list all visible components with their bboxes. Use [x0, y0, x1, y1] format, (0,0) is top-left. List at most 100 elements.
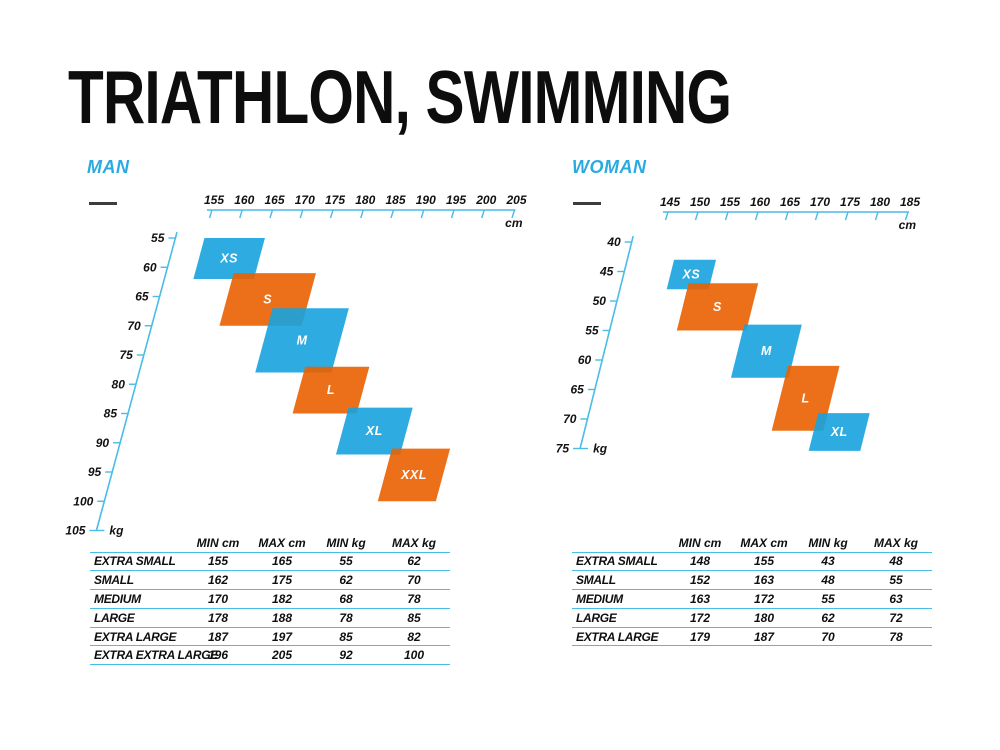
size-region-label: XS — [219, 251, 238, 265]
cm-axis-tick — [208, 209, 213, 219]
cm-tick-label: 160 — [750, 195, 770, 209]
kg-tick-label: 60 — [143, 260, 157, 274]
table-row: MEDIUM 163 172 55 63 — [572, 590, 932, 609]
kg-tick-label: 50 — [593, 294, 607, 308]
size-value-cell: 152 — [689, 573, 711, 588]
kg-tick-label: 100 — [73, 494, 93, 508]
size-region-label: S — [263, 292, 272, 306]
size-name-cell: EXTRA SMALL — [576, 554, 658, 569]
size-region-l — [292, 366, 370, 414]
cm-tick-label: 180 — [355, 193, 375, 207]
size-name-cell: EXTRA SMALL — [94, 554, 176, 569]
size-value-cell: 197 — [271, 629, 293, 644]
cm-tick-label: 170 — [810, 195, 830, 209]
size-value-cell: 148 — [689, 554, 711, 569]
size-value-cell: 162 — [207, 573, 229, 588]
size-value-cell: 188 — [271, 610, 293, 625]
size-name-cell: LARGE — [94, 610, 135, 625]
table-row: EXTRA LARGE 187 197 85 82 — [90, 628, 450, 647]
man-section-rule — [89, 202, 117, 205]
size-name-cell: EXTRA EXTRA LARGE — [94, 648, 219, 663]
table-header-cell: MAX cm — [258, 536, 306, 551]
kg-tick-label: 105 — [65, 524, 85, 538]
cm-axis-tick — [329, 209, 334, 219]
cm-axis-tick — [784, 211, 789, 221]
size-value-cell: 72 — [889, 610, 903, 625]
size-region-m — [730, 324, 802, 378]
cm-tick-label: 175 — [325, 193, 345, 207]
kg-unit-label: kg — [109, 524, 124, 538]
size-value-cell: 179 — [689, 629, 711, 644]
kg-tick-label: 45 — [599, 265, 614, 279]
table-row: LARGE 172 180 62 72 — [572, 609, 932, 628]
size-value-cell: 48 — [889, 554, 903, 569]
cm-tick-label: 195 — [446, 193, 466, 207]
table-header-cell: MAX cm — [740, 536, 788, 551]
size-value-cell: 85 — [339, 629, 353, 644]
page-title: TRIATHLON, SWIMMING — [68, 55, 732, 139]
size-value-cell: 172 — [753, 591, 775, 606]
cm-axis-tick — [814, 211, 819, 221]
size-value-cell: 163 — [689, 591, 711, 606]
kg-tick-label: 75 — [119, 348, 133, 362]
table-row: EXTRA EXTRA LARGE 196 205 92 100 — [90, 646, 450, 666]
cm-axis-tick — [904, 211, 909, 221]
size-value-cell: 180 — [753, 610, 775, 625]
size-value-cell: 55 — [339, 554, 353, 569]
size-region-s — [676, 283, 759, 331]
size-name-cell: LARGE — [576, 610, 617, 625]
cm-tick-label: 185 — [900, 195, 920, 209]
cm-axis-tick — [299, 209, 304, 219]
kg-tick-label: 70 — [127, 319, 141, 333]
kg-tick-label: 95 — [88, 465, 102, 479]
size-region-label: XL — [365, 424, 383, 438]
cm-tick-label: 160 — [234, 193, 254, 207]
size-region-label: M — [761, 344, 772, 358]
size-region-label: M — [297, 333, 308, 347]
size-name-cell: SMALL — [576, 573, 616, 588]
size-value-cell: 78 — [339, 610, 353, 625]
size-value-cell: 187 — [753, 629, 775, 644]
size-name-cell: MEDIUM — [576, 591, 623, 606]
table-header-cell: MAX kg — [391, 536, 436, 551]
man-section-label: MAN — [87, 157, 130, 177]
size-region-xl — [808, 413, 870, 451]
size-value-cell: 182 — [271, 591, 293, 606]
size-value-cell: 62 — [407, 554, 421, 569]
size-region-m — [255, 308, 349, 373]
kg-tick-label: 85 — [104, 407, 118, 421]
cm-tick-label: 165 — [780, 195, 800, 209]
cm-tick-label: 175 — [840, 195, 860, 209]
cm-tick-label: 155 — [720, 195, 740, 209]
kg-axis-line — [95, 231, 178, 531]
size-value-cell: 82 — [407, 629, 421, 644]
cm-axis-tick — [664, 211, 669, 221]
size-region-xs — [193, 238, 265, 279]
size-value-cell: 196 — [207, 648, 229, 663]
table-row: LARGE 178 188 78 85 — [90, 609, 450, 628]
kg-tick-label: 90 — [96, 436, 110, 450]
size-region-label: XXL — [400, 468, 427, 482]
man-size-table: MIN cm MAX cm MIN kg MAX kg EXTRA SMALL 155 16… — [90, 535, 450, 666]
woman-size-chart: 145 150 155 160 165 170 175 180 185 cm 40 45 50 55 60 6… — [556, 195, 921, 456]
cm-axis-tick — [874, 211, 879, 221]
kg-tick-label: 65 — [135, 290, 149, 304]
size-region-label: XS — [682, 267, 701, 281]
size-value-cell: 170 — [207, 591, 229, 606]
cm-axis-tick — [420, 209, 425, 219]
cm-tick-label: 190 — [416, 193, 436, 207]
cm-tick-label: 170 — [295, 193, 315, 207]
size-value-cell: 163 — [753, 573, 775, 588]
size-region-xl — [335, 407, 413, 455]
size-value-cell: 55 — [821, 591, 835, 606]
size-value-cell: 172 — [689, 610, 711, 625]
size-region-label: L — [327, 383, 335, 397]
kg-tick-label: 75 — [556, 442, 570, 456]
cm-axis-tick — [694, 211, 699, 221]
size-value-cell: 205 — [271, 648, 293, 663]
kg-tick-label: 55 — [585, 324, 599, 338]
size-region-xxl — [377, 448, 451, 502]
table-header-row: MIN cm MAX cm MIN kg MAX kg — [90, 535, 450, 553]
